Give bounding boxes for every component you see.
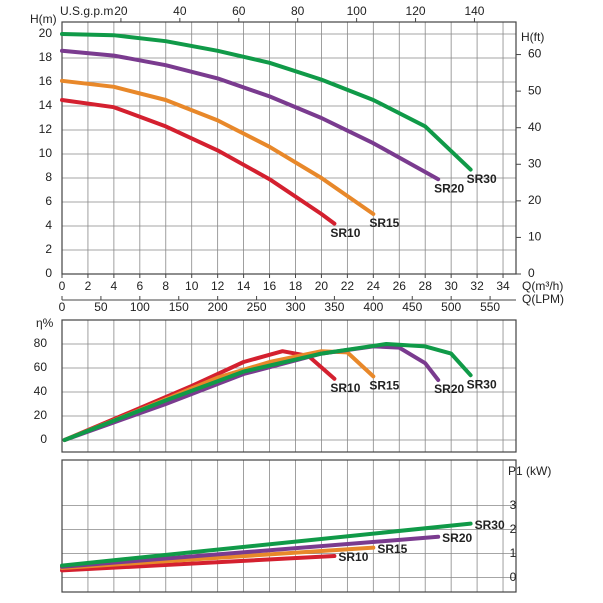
x3-tick-label: 250 <box>247 300 267 314</box>
y2-tick-label: 0 <box>528 266 535 280</box>
y-tick-label: 4 <box>45 218 52 232</box>
x3-tick-label: 550 <box>480 300 500 314</box>
series-label: SR15 <box>369 216 399 230</box>
y-tick-label: 3 <box>510 498 517 512</box>
y-tick-label: 10 <box>39 146 53 160</box>
y-tick-label: 20 <box>34 408 48 422</box>
x2-tick-label: 20 <box>114 4 128 18</box>
x3-tick-label: 500 <box>441 300 461 314</box>
y-tick-label: 2 <box>510 522 517 536</box>
x-tick-label: 22 <box>341 279 355 293</box>
series-label: SR20 <box>442 531 472 545</box>
series-label: SR10 <box>330 381 360 395</box>
y-tick-label: 14 <box>39 98 53 112</box>
curve <box>60 554 337 573</box>
x-tick-label: 6 <box>136 279 143 293</box>
x3-tick-label: 0 <box>59 300 66 314</box>
curve <box>60 32 473 172</box>
y-tick-label: 0 <box>510 570 517 584</box>
x2-tick-label: 140 <box>464 4 484 18</box>
x-tick-label: 10 <box>185 279 199 293</box>
curve <box>62 349 376 442</box>
x2-tick-label: 60 <box>232 4 246 18</box>
x2-tick-label: 40 <box>173 4 187 18</box>
x-tick-label: 16 <box>263 279 277 293</box>
y-tick-label: 8 <box>45 170 52 184</box>
y2-tick-label: 60 <box>528 47 542 61</box>
y-axis-label: H(m) <box>30 12 57 26</box>
y-tick-label: 16 <box>39 74 53 88</box>
x2-tick-label: 100 <box>347 4 367 18</box>
x3-tick-label: 350 <box>324 300 344 314</box>
x3-tick-label: 150 <box>169 300 189 314</box>
y-tick-label: 18 <box>39 50 53 64</box>
series-label: SR30 <box>467 377 497 391</box>
y2-tick-label: 20 <box>528 193 542 207</box>
x-tick-label: 20 <box>315 279 329 293</box>
curve <box>60 98 337 226</box>
x-tick-label: 8 <box>162 279 169 293</box>
y-tick-label: 0 <box>45 266 52 280</box>
x3-tick-label: 50 <box>94 300 108 314</box>
x-tick-label: 2 <box>85 279 92 293</box>
curve <box>60 521 473 568</box>
x2-tick-label: 120 <box>406 4 426 18</box>
y-tick-label: 20 <box>39 26 53 40</box>
y2-tick-label: 50 <box>528 83 542 97</box>
y-tick-label: 12 <box>39 122 53 136</box>
x-axis-label: Q(m³/h) <box>522 279 563 293</box>
y-tick-label: 60 <box>34 360 48 374</box>
plot-border <box>61 319 517 453</box>
y-tick-label: 80 <box>34 336 48 350</box>
y-tick-label: 1 <box>510 546 517 560</box>
y-tick-label: 6 <box>45 194 52 208</box>
y-axis-label: P1 (kW) <box>508 464 551 478</box>
series-label: SR10 <box>338 550 368 564</box>
curve <box>62 342 473 442</box>
plot-border <box>61 21 517 275</box>
y2-tick-label: 40 <box>528 120 542 134</box>
y-axis-label: η% <box>36 316 54 330</box>
x-tick-label: 14 <box>237 279 251 293</box>
curve <box>60 48 441 182</box>
x2-axis-label: U.S.g.p.m <box>60 4 113 18</box>
x3-tick-label: 200 <box>208 300 228 314</box>
x-tick-label: 0 <box>59 279 66 293</box>
y-tick-label: 2 <box>45 242 52 256</box>
x-tick-label: 18 <box>289 279 303 293</box>
series-label: SR30 <box>475 518 505 532</box>
x3-tick-label: 400 <box>363 300 383 314</box>
x-tick-label: 28 <box>419 279 433 293</box>
series-label: SR15 <box>369 379 399 393</box>
series-label: SR20 <box>434 382 464 396</box>
x3-tick-label: 450 <box>402 300 422 314</box>
x-tick-label: 24 <box>367 279 381 293</box>
x-tick-label: 12 <box>211 279 225 293</box>
series-label: SR15 <box>377 542 407 556</box>
y2-axis-label: H(ft) <box>521 30 544 44</box>
series-label: SR10 <box>330 226 360 240</box>
x3-tick-label: 100 <box>130 300 150 314</box>
x-tick-label: 32 <box>470 279 484 293</box>
x2-tick-label: 80 <box>291 4 305 18</box>
y-tick-label: 40 <box>34 384 48 398</box>
plot-border <box>61 459 517 593</box>
x-tick-label: 4 <box>111 279 118 293</box>
y2-tick-label: 30 <box>528 156 542 170</box>
x-tick-label: 26 <box>393 279 407 293</box>
y-tick-label: 0 <box>40 432 47 446</box>
x-tick-label: 34 <box>496 279 510 293</box>
x3-axis-label: Q(LPM) <box>522 292 564 306</box>
series-label: SR30 <box>467 172 497 186</box>
curve <box>60 534 441 569</box>
series-label: SR20 <box>434 181 464 195</box>
curve <box>60 78 376 216</box>
x-tick-label: 30 <box>444 279 458 293</box>
y2-tick-label: 10 <box>528 230 542 244</box>
x3-tick-label: 300 <box>285 300 305 314</box>
